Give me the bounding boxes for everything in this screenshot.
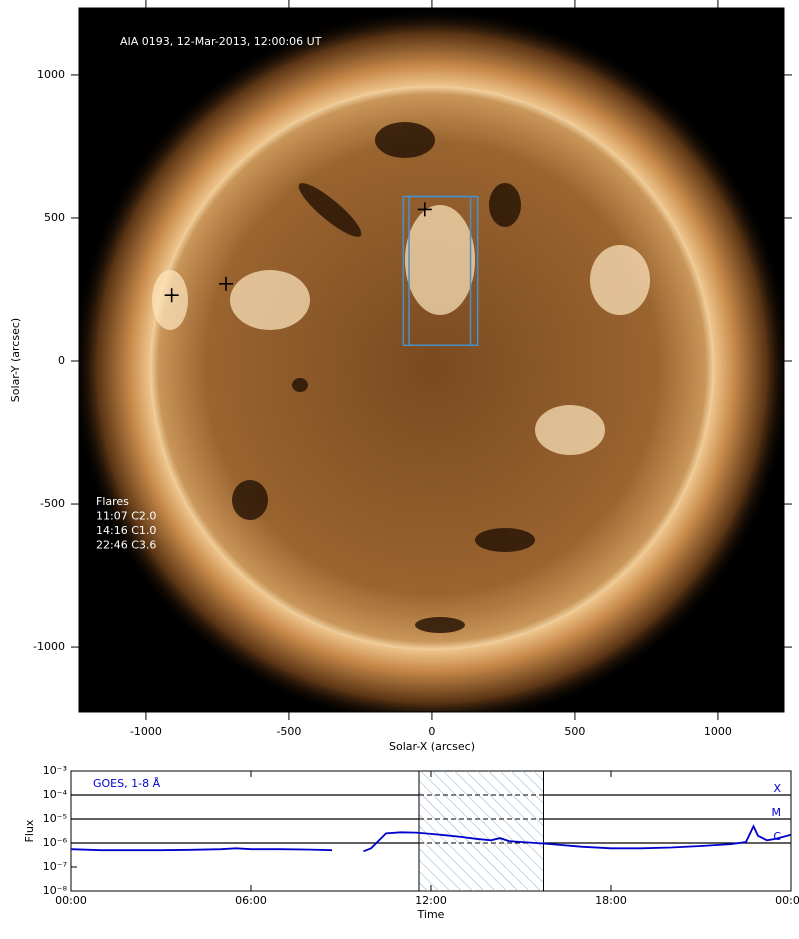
x-tick-label: 1000 (704, 725, 732, 738)
region-box (408, 195, 472, 347)
x-tick-label: -500 (276, 725, 301, 738)
time-span (419, 771, 544, 891)
y-tick-label: 10⁻⁶ (43, 836, 68, 849)
y-tick-label: 10⁻⁵ (43, 812, 67, 825)
flare-marker (417, 202, 432, 217)
y-tick-label: 10⁻⁸ (43, 884, 68, 897)
x-tick-label: 18:00 (595, 894, 627, 907)
y-axis-label: Solar-Y (arcsec) (9, 318, 22, 402)
x-tick-label: 12:00 (415, 894, 447, 907)
y-tick-label: 500 (44, 211, 65, 224)
class-label: M (772, 806, 782, 819)
y-tick-label: -1000 (33, 640, 65, 653)
solar-image (79, 8, 784, 712)
y-axis-label: Flux (23, 819, 36, 842)
annotation: 11:07 C2.0 (96, 510, 156, 523)
image-title: AIA 0193, 12-Mar-2013, 12:00:06 UT (120, 35, 322, 48)
annotation: 22:46 C3.6 (96, 539, 156, 552)
x-tick-label: -1000 (130, 725, 162, 738)
x-tick-label: 00:00 (775, 894, 799, 907)
flare-marker (164, 288, 179, 303)
y-tick-label: 10⁻⁴ (43, 788, 68, 801)
flux-line (70, 824, 792, 853)
y-tick-label: -500 (40, 497, 65, 510)
annotation: 14:16 C1.0 (96, 524, 156, 537)
y-tick-label: 10⁻⁷ (43, 860, 67, 873)
x-tick-label: 06:00 (235, 894, 267, 907)
y-tick-label: 10⁻³ (43, 764, 67, 777)
y-tick-label: 1000 (37, 68, 65, 81)
goes-title: GOES, 1-8 Å (93, 777, 161, 790)
class-label: X (773, 782, 781, 795)
annotation: Flares (96, 495, 129, 508)
y-tick-label: 0 (58, 354, 65, 367)
x-tick-label: 500 (564, 725, 585, 738)
x-axis-label: Time (417, 908, 445, 921)
class-label: C (773, 830, 781, 843)
x-axis-label: Solar-X (arcsec) (389, 740, 475, 753)
x-tick-label: 0 (428, 725, 435, 738)
flare-marker (219, 276, 234, 291)
x-tick-label: 00:00 (55, 894, 87, 907)
